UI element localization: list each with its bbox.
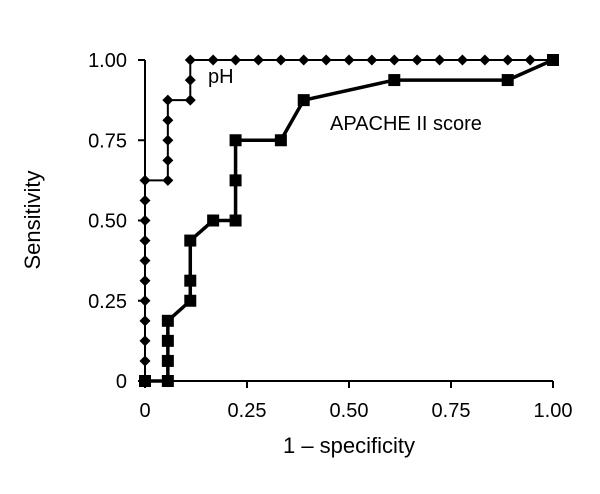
data-point-apache-ii-score xyxy=(274,134,287,147)
y-axis-title: Sensitivity xyxy=(20,170,45,269)
data-point-ph xyxy=(139,275,151,287)
data-point-apache-ii-score xyxy=(139,375,151,387)
data-point-apache-ii-score xyxy=(184,274,197,287)
data-point-apache-ii-score xyxy=(229,214,242,227)
data-point-ph xyxy=(184,94,196,106)
data-point-ph xyxy=(139,295,151,307)
data-point-apache-ii-score xyxy=(161,314,174,327)
data-point-ph xyxy=(139,194,151,206)
x-tick-label: 0.75 xyxy=(432,400,471,422)
data-point-ph xyxy=(343,54,355,66)
data-point-ph xyxy=(366,54,378,66)
y-tick-label: 0.25 xyxy=(88,291,127,313)
series-label-apache: APACHE II score xyxy=(330,113,482,135)
data-point-ph xyxy=(524,54,536,66)
data-point-ph xyxy=(139,355,151,367)
data-point-ph xyxy=(139,235,151,247)
data-point-apache-ii-score xyxy=(161,334,174,347)
data-point-ph xyxy=(275,54,287,66)
y-tick-label: 0 xyxy=(116,371,127,393)
data-point-apache-ii-score xyxy=(184,294,197,307)
data-point-ph xyxy=(207,54,219,66)
data-point-ph xyxy=(411,54,423,66)
data-point-ph xyxy=(162,134,174,146)
data-point-ph xyxy=(434,54,446,66)
x-tick-label: 0.25 xyxy=(228,400,267,422)
data-point-ph xyxy=(162,154,174,166)
data-point-ph xyxy=(184,74,196,86)
y-tick-label: 0.50 xyxy=(88,211,127,233)
series-layer xyxy=(144,58,554,383)
data-point-apache-ii-score xyxy=(161,375,174,387)
x-tick-label: 0 xyxy=(139,400,150,422)
data-point-ph xyxy=(162,94,174,106)
data-point-ph xyxy=(139,315,151,327)
data-point-ph xyxy=(230,54,242,66)
data-point-apache-ii-score xyxy=(547,54,559,66)
data-point-ph xyxy=(252,54,264,66)
data-point-ph xyxy=(456,54,468,66)
x-tick-label: 1.00 xyxy=(534,400,573,422)
series-label-ph: pH xyxy=(208,66,234,88)
y-tick-label: 1.00 xyxy=(88,50,127,72)
ticks: 00 0.25 0.25 0.50 0.50 0.75 0.75 1.00 1.00 xyxy=(88,50,572,422)
markers-layer xyxy=(139,54,559,387)
data-point-ph xyxy=(162,114,174,126)
data-point-ph xyxy=(139,255,151,267)
data-point-apache-ii-score xyxy=(229,174,242,187)
data-point-ph xyxy=(479,54,491,66)
data-point-ph xyxy=(502,54,514,66)
data-point-apache-ii-score xyxy=(184,234,197,247)
data-point-apache-ii-score xyxy=(297,94,310,107)
axes xyxy=(144,60,553,382)
data-point-ph xyxy=(139,335,151,347)
data-point-ph xyxy=(139,215,151,226)
data-point-apache-ii-score xyxy=(388,74,401,87)
data-point-apache-ii-score xyxy=(207,214,220,227)
data-point-ph xyxy=(139,174,151,186)
x-axis-title: 1 – specificity xyxy=(283,433,415,458)
series-line-ph xyxy=(144,59,553,381)
data-point-apache-ii-score xyxy=(229,134,242,147)
y-tick-label: 0.75 xyxy=(88,130,127,152)
data-point-ph xyxy=(388,54,400,66)
series-line-apache-ii-score xyxy=(145,58,554,383)
data-point-ph xyxy=(162,174,174,186)
data-point-ph xyxy=(320,54,332,66)
data-point-ph xyxy=(298,54,310,66)
x-tick-label: 0.50 xyxy=(330,400,369,422)
data-point-apache-ii-score xyxy=(501,74,514,87)
data-point-apache-ii-score xyxy=(161,354,174,367)
data-point-ph xyxy=(184,54,196,66)
